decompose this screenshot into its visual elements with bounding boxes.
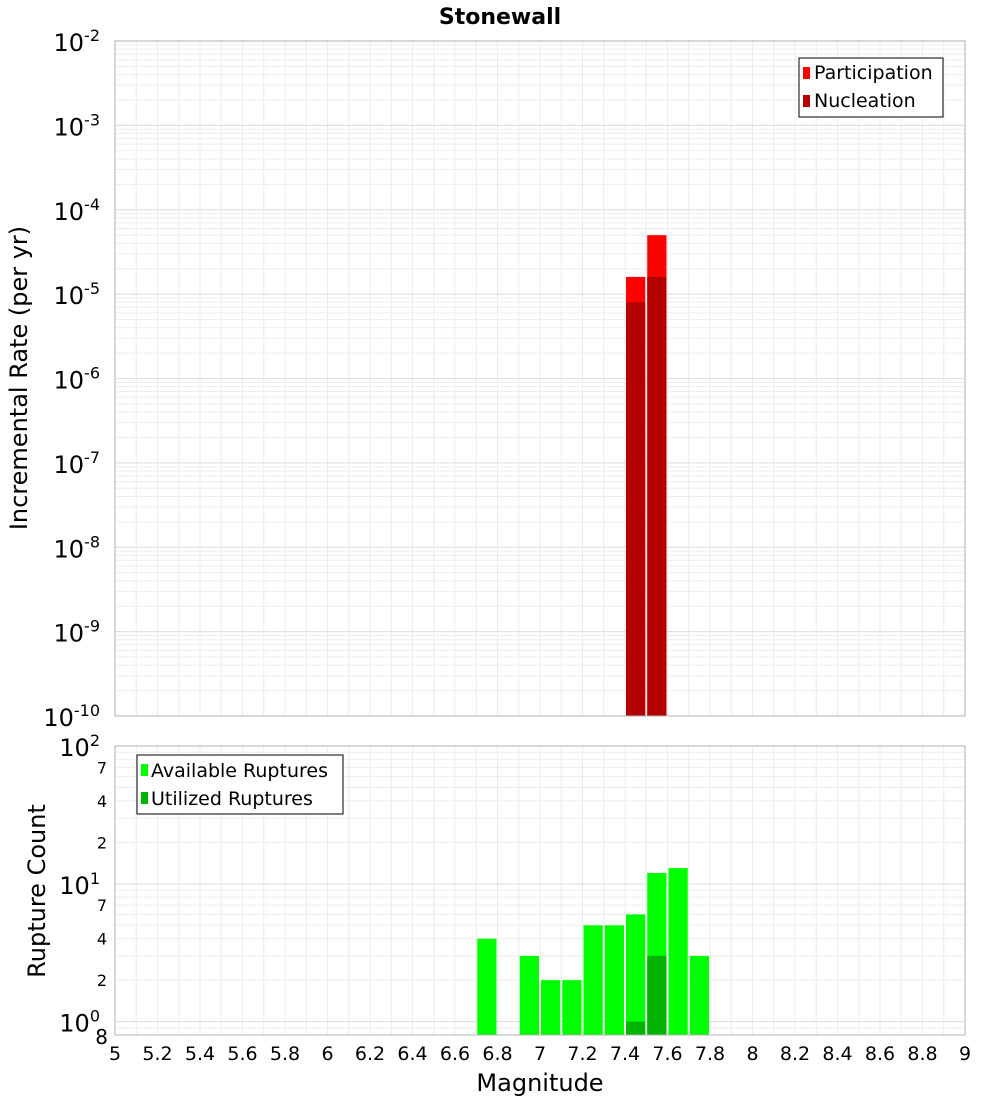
x-tick-label: 5.8 (270, 1043, 300, 1065)
x-tick-label: 7.8 (695, 1043, 725, 1065)
x-tick-label: 8.6 (865, 1043, 895, 1065)
x-tick-label: 7.4 (610, 1043, 640, 1065)
y-tick-label: 4 (97, 930, 107, 949)
top-legend-box (798, 57, 944, 118)
x-tick-label: 9 (959, 1043, 971, 1065)
top-grid (115, 41, 965, 717)
y-tick-label: 102 (59, 731, 100, 762)
utilized-ruptures-bar (647, 955, 667, 1035)
x-tick-label: 8.8 (907, 1043, 937, 1065)
x-tick-label: 6.8 (482, 1043, 512, 1065)
y-tick-label: 10-5 (54, 279, 101, 310)
utilized-ruptures-bar (626, 1021, 646, 1035)
x-tick-label: 7 (534, 1043, 546, 1065)
bottom-y-axis-label: Rupture Count (23, 804, 51, 978)
y-tick-label: 2 (97, 833, 107, 852)
x-tick-label: 6.4 (397, 1043, 427, 1065)
top-plot-frame (114, 40, 966, 717)
x-tick-label: 8 (746, 1043, 758, 1065)
x-tick-label: 8.4 (822, 1043, 852, 1065)
legend-utilized-swatch (141, 792, 148, 804)
top-legend: Participation Nucleation (798, 57, 944, 118)
top-bars (626, 235, 667, 716)
x-tick-label: 6.2 (355, 1043, 385, 1065)
bottom-legend-box (136, 754, 344, 815)
legend-utilized-label: Utilized Ruptures (151, 788, 313, 810)
nucleation-bar (647, 276, 667, 716)
bottom-plot-frame (114, 745, 966, 1036)
y-tick-label: 10-3 (54, 110, 101, 141)
available-ruptures-bar (604, 925, 624, 1035)
y-tick-label: 8 (95, 1025, 108, 1049)
legend-nucleation-swatch (803, 95, 810, 107)
legend-nucleation-label: Nucleation (814, 90, 916, 112)
y-tick-label: 100 (59, 1007, 100, 1038)
x-tick-label: 7.6 (652, 1043, 682, 1065)
available-ruptures-bar (519, 955, 539, 1035)
legend-available-label: Available Ruptures (151, 760, 328, 782)
y-tick-label: 7 (97, 896, 107, 915)
x-tick-label: 5.6 (227, 1043, 257, 1065)
available-ruptures-bar (668, 868, 688, 1035)
bottom-legend: Available Ruptures Utilized Ruptures (136, 754, 344, 815)
y-tick-label: 10-4 (54, 195, 101, 226)
available-ruptures-bar (541, 980, 561, 1035)
y-tick-label: 101 (59, 869, 100, 900)
top-y-axis-label: Incremental Rate (per yr) (5, 226, 33, 530)
y-tick-label: 7 (97, 758, 107, 777)
y-tick-label: 10-6 (54, 364, 101, 395)
available-ruptures-bar (583, 925, 603, 1035)
available-ruptures-bar (626, 914, 646, 1035)
y-tick-label: 10-9 (54, 617, 101, 648)
x-tick-label: 5.2 (142, 1043, 172, 1065)
legend-participation-label: Participation (814, 62, 933, 84)
nucleation-bar (626, 302, 646, 716)
x-tick-label: 8.2 (780, 1043, 810, 1065)
y-tick-label: 4 (97, 792, 107, 811)
x-tick-label: 7.2 (567, 1043, 597, 1065)
bottom-bars (477, 868, 709, 1035)
x-tick-label: 5 (109, 1043, 121, 1065)
y-tick-label: 10-8 (54, 532, 101, 563)
available-ruptures-bar (477, 938, 497, 1035)
available-ruptures-bar (689, 955, 709, 1035)
y-tick-label: 2 (97, 971, 107, 990)
x-tick-label: 6 (321, 1043, 333, 1065)
y-tick-label: 10-2 (54, 26, 101, 57)
legend-participation-swatch (803, 67, 810, 79)
available-ruptures-bar (562, 980, 582, 1035)
y-tick-label: 10-10 (43, 701, 100, 732)
top-y-tick-labels: 10-2 10-3 10-4 10-5 10-6 10-7 10-8 10-9 10-10 (43, 26, 100, 732)
x-tick-label: 5.4 (185, 1043, 215, 1065)
legend-available-swatch (141, 764, 148, 776)
x-tick-labels: 5 5.2 5.4 5.6 5.8 6 6.2 6.4 6.6 6.8 7 7.2 7.4 7.6 7.8 8… (109, 1043, 971, 1065)
x-tick-label: 6.6 (440, 1043, 470, 1065)
chart-title: Stonewall (439, 5, 561, 30)
x-axis-label: Magnitude (476, 1069, 603, 1097)
y-tick-label: 10-7 (54, 448, 101, 479)
